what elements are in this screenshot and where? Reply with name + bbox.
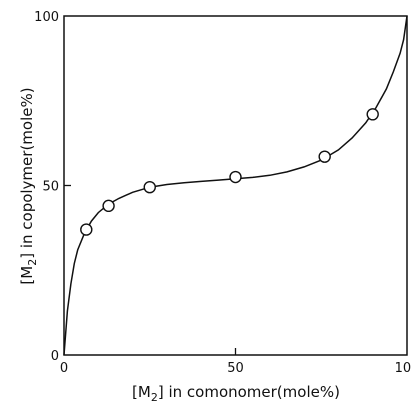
- data-point: [102, 199, 115, 213]
- x-tick-label: 50: [227, 361, 244, 376]
- x-tick-label: 100: [395, 361, 412, 376]
- y-tick-label: 0: [51, 349, 59, 364]
- data-point: [143, 180, 156, 194]
- y-axis-label: [M2] in copolymer(mole%): [18, 87, 39, 284]
- data-point: [80, 223, 93, 236]
- y-tick-label: 50: [42, 180, 59, 195]
- x-axis-label: [M2] in comonomer(mole%): [132, 383, 340, 402]
- fit-curve: [63, 15, 408, 356]
- ticks: [64, 184, 237, 355]
- data-point: [366, 108, 379, 121]
- data-point: [229, 170, 242, 184]
- data-markers: [80, 108, 379, 236]
- data-point: [318, 150, 331, 163]
- y-tick-label: 100: [34, 10, 59, 25]
- x-tick-label: 0: [60, 361, 68, 376]
- plot-frame: [63, 15, 408, 356]
- tick-labels: 0 50 100 0 50 100: [34, 10, 412, 376]
